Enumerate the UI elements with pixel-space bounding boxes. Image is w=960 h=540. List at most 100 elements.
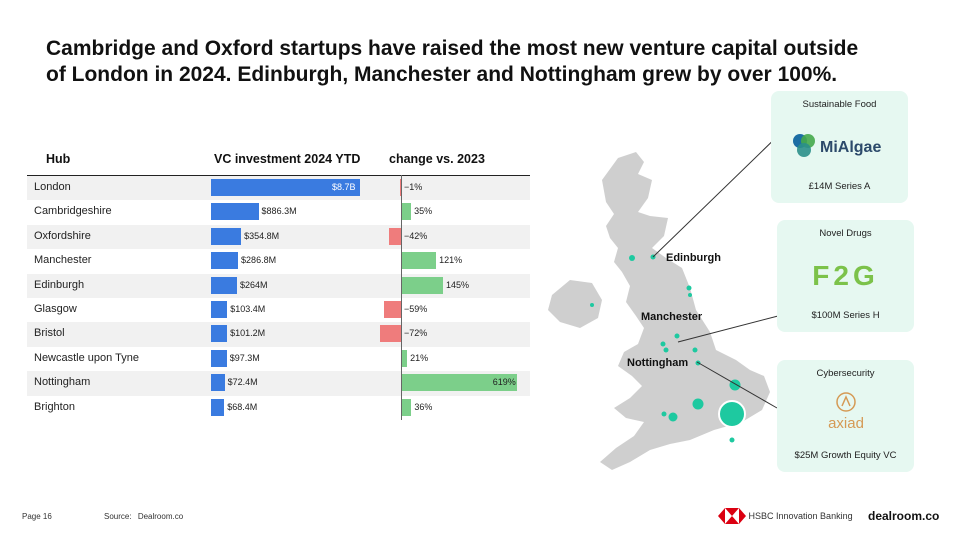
table-row: Oxfordshire $354.8M −42% bbox=[27, 224, 530, 250]
title-line-2: of London in 2024. Edinburgh, Manchester… bbox=[46, 63, 838, 86]
change-value: 36% bbox=[414, 401, 433, 412]
hub-name: London bbox=[34, 181, 71, 193]
change-bar bbox=[380, 325, 402, 343]
vc-bar bbox=[211, 179, 360, 196]
change-axis-line bbox=[401, 175, 402, 420]
header-hub: Hub bbox=[46, 152, 71, 166]
page-title: Cambridge and Oxford startups have raise… bbox=[46, 36, 926, 88]
table-row: Bristol $101.2M −72% bbox=[27, 322, 530, 347]
hub-name: Oxfordshire bbox=[34, 229, 91, 242]
table-row: Edinburgh $264M 145% bbox=[27, 273, 530, 298]
page-number: 16 bbox=[42, 512, 52, 521]
dealroom-logo: dealroom.co bbox=[868, 509, 940, 523]
f2g-logo: F2G bbox=[812, 260, 879, 291]
hub-name: Cambridgeshire bbox=[34, 205, 112, 218]
table-row: Glasgow $103.4M −59% bbox=[27, 298, 530, 322]
axiad-logo-icon: axiad bbox=[828, 392, 864, 432]
change-value: −42% bbox=[404, 230, 428, 241]
change-value: −72% bbox=[404, 328, 428, 339]
map-label-edinburgh: Edinburgh bbox=[666, 252, 721, 264]
source-label: Source: bbox=[104, 512, 132, 521]
card-category: Novel Drugs bbox=[819, 228, 872, 239]
hub-name: Manchester bbox=[34, 254, 92, 267]
card-sustainable-food: Sustainable Food MiAlgae £14M Series A bbox=[771, 91, 908, 203]
card-category: Cybersecurity bbox=[816, 368, 875, 379]
table-row: Newcastle upon Tyne $97.3M 21% bbox=[27, 347, 530, 371]
change-bar bbox=[401, 252, 437, 270]
table-row: Brighton $68.4M 36% bbox=[27, 396, 530, 420]
change-value: 21% bbox=[410, 352, 429, 363]
vc-value: $72.4M bbox=[227, 377, 258, 388]
hub-name: Brighton bbox=[34, 400, 75, 413]
vc-bar bbox=[211, 300, 228, 318]
svg-text:MiAlgae: MiAlgae bbox=[820, 139, 881, 156]
vc-value: $886.3M bbox=[261, 206, 297, 217]
card-deal: $100M Series H bbox=[811, 310, 880, 321]
table-row: Cambridgeshire $886.3M 35% bbox=[27, 200, 530, 224]
vc-bar bbox=[211, 227, 242, 245]
card-cybersecurity: Cybersecurity axiad $25M Growth Equity V… bbox=[777, 360, 914, 472]
vc-bar bbox=[211, 325, 228, 343]
change-bar bbox=[401, 398, 412, 416]
vc-value: $264M bbox=[239, 279, 268, 290]
change-bar bbox=[401, 349, 408, 367]
map-label-manchester: Manchester bbox=[641, 311, 703, 323]
hub-name: Glasgow bbox=[34, 302, 77, 315]
footer-page: Page 16 bbox=[22, 512, 52, 521]
change-value: −59% bbox=[404, 303, 428, 314]
table-header: Hub VC investment 2024 YTD change vs. 20… bbox=[27, 148, 530, 176]
change-bar bbox=[401, 374, 517, 392]
card-deal: £14M Series A bbox=[808, 181, 871, 192]
table-body: London $8.7B −1% Cambridgeshire $886.3M 35% Ox… bbox=[27, 176, 530, 420]
change-value: 35% bbox=[414, 206, 433, 217]
change-value: 121% bbox=[439, 255, 463, 266]
card-category: Sustainable Food bbox=[802, 99, 877, 110]
uk-map-shape bbox=[548, 152, 770, 470]
vc-value: $286.8M bbox=[241, 255, 277, 266]
change-bar bbox=[383, 300, 401, 318]
change-value: 619% bbox=[492, 377, 516, 388]
vc-bar bbox=[211, 252, 239, 270]
hub-table: Hub VC investment 2024 YTD change vs. 20… bbox=[27, 148, 530, 420]
change-bar bbox=[399, 179, 401, 196]
change-bar bbox=[388, 227, 401, 245]
source-value: Dealroom.co bbox=[137, 512, 184, 521]
change-bar bbox=[401, 203, 412, 221]
hsbc-text: HSBC Innovation Banking bbox=[748, 511, 853, 521]
change-value: 145% bbox=[446, 279, 470, 290]
map-label-nottingham: Nottingham bbox=[627, 357, 689, 369]
vc-bar bbox=[211, 203, 259, 221]
change-bar bbox=[401, 276, 443, 294]
svg-text:axiad: axiad bbox=[828, 415, 864, 432]
vc-value: $354.8M bbox=[244, 230, 280, 241]
card-novel-drugs: Novel Drugs F2G $100M Series H bbox=[777, 220, 914, 332]
hub-name: Newcastle upon Tyne bbox=[34, 351, 139, 364]
hub-name: Bristol bbox=[34, 327, 65, 340]
footer-source: Source: Dealroom.co bbox=[104, 512, 183, 521]
change-value: −1% bbox=[404, 182, 423, 192]
vc-bar bbox=[211, 349, 227, 367]
mialgae-logo-icon: MiAlgae bbox=[792, 134, 881, 157]
card-deal: $25M Growth Equity VC bbox=[794, 450, 897, 461]
table-row: Nottingham $72.4M 619% bbox=[27, 371, 530, 396]
title-line-1: Cambridge and Oxford startups have raise… bbox=[46, 37, 859, 60]
vc-value: $8.7B bbox=[332, 182, 356, 192]
hsbc-hexagon-icon bbox=[718, 508, 746, 524]
vc-bar bbox=[211, 374, 225, 392]
header-change: change vs. 2023 bbox=[389, 152, 485, 166]
vc-value: $103.4M bbox=[230, 303, 266, 314]
vc-value: $101.2M bbox=[230, 328, 266, 339]
hub-name: Edinburgh bbox=[34, 278, 85, 291]
vc-bar bbox=[211, 276, 237, 294]
hub-name: Nottingham bbox=[34, 376, 91, 389]
header-vc: VC investment 2024 YTD bbox=[214, 152, 361, 166]
table-row: Manchester $286.8M 121% bbox=[27, 249, 530, 273]
uk-map: Edinburgh Manchester Nottingham bbox=[540, 140, 800, 485]
mialgae-logo: MiAlgae bbox=[771, 131, 908, 164]
axiad-logo: axiad bbox=[777, 390, 914, 435]
page-label: Page bbox=[22, 512, 41, 521]
vc-bar bbox=[211, 398, 225, 416]
hsbc-logo: HSBC Innovation Banking bbox=[718, 508, 853, 524]
vc-value: $97.3M bbox=[229, 352, 260, 363]
